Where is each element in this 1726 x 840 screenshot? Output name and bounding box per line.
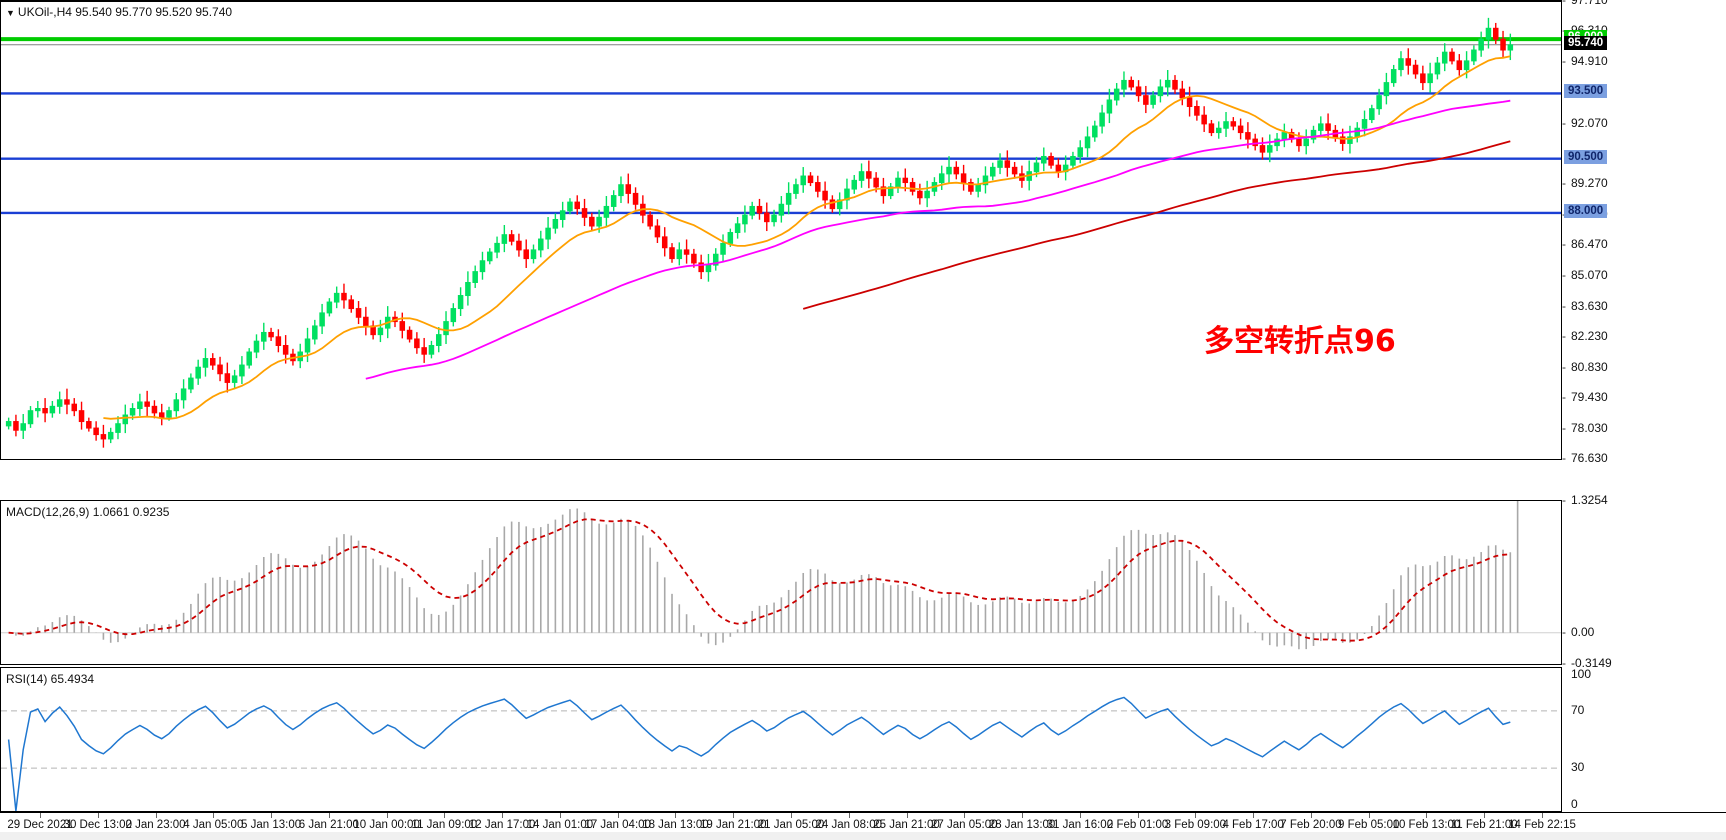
price-axis-tick: -97.710 xyxy=(1562,0,1608,7)
price-chart-panel[interactable]: ▼ UKOil-,H4 95.540 95.770 95.520 95.740 xyxy=(0,0,1562,460)
time-axis-tick-mark xyxy=(1484,813,1486,818)
time-axis-tick-mark xyxy=(964,813,966,818)
time-axis-tick-mark xyxy=(502,813,504,818)
time-axis-label: 31 Jan 16:00 xyxy=(1046,819,1114,831)
price-axis-tick: -85.070 xyxy=(1562,267,1608,282)
time-axis-tick-mark xyxy=(155,813,157,818)
price-axis-tick: -94.910 xyxy=(1562,53,1608,68)
time-axis-tick-mark xyxy=(1253,813,1255,818)
time-axis-label: 10 Jan 00:00 xyxy=(353,819,420,831)
price-axis-tick: -76.630 xyxy=(1562,451,1608,465)
time-axis-label: 29 Dec 2021 xyxy=(7,819,73,831)
macd-axis-tick: -1.3254 xyxy=(1562,493,1608,507)
price-axis-tick: -79.430 xyxy=(1562,390,1608,405)
time-axis-tick-mark xyxy=(1426,813,1428,818)
rsi-axis-tick: 100 xyxy=(1571,667,1592,681)
time-axis-tick-mark xyxy=(328,813,330,818)
rsi-axis: 100 70 30 0 xyxy=(1562,667,1726,812)
time-axis-label: 12 Jan 17:00 xyxy=(468,819,536,831)
window-bottom-strip xyxy=(0,832,1726,840)
time-axis-label: 30 Dec 13:00 xyxy=(63,819,132,831)
time-axis-tick-mark xyxy=(559,813,561,818)
collapse-triangle-icon[interactable]: ▼ xyxy=(6,7,15,18)
price-axis-tick: -83.630 xyxy=(1562,298,1608,313)
macd-axis-tick: - -0.3149 xyxy=(1562,656,1612,670)
price-axis: -97.710-96.310-94.910-92.070-89.270-87.8… xyxy=(1562,0,1726,464)
time-axis-label: 7 Feb 20:00 xyxy=(1280,819,1342,831)
rsi-series-svg xyxy=(1,696,1561,811)
price-axis-tick: -80.830 xyxy=(1562,359,1608,374)
price-level-tag[interactable]: 95.740 xyxy=(1564,35,1608,50)
time-axis-label: 24 Jan 08:00 xyxy=(815,819,883,831)
price-level-tag[interactable]: 93.500 xyxy=(1564,84,1608,99)
time-axis-label: 14 Jan 01:00 xyxy=(526,819,594,831)
price-level-tag[interactable]: 90.500 xyxy=(1564,149,1608,164)
time-axis-tick-mark xyxy=(213,813,215,818)
time-axis-tick-mark xyxy=(848,813,850,818)
time-axis-label: 3 Feb 09:00 xyxy=(1164,819,1227,831)
time-axis-label: 27 Jan 05:00 xyxy=(931,819,998,831)
time-axis-tick-mark xyxy=(97,813,99,818)
rsi-axis-tick: 70 xyxy=(1571,702,1585,717)
time-axis-label: 10 Feb 13:00 xyxy=(1392,819,1461,831)
price-axis-tick: -89.270 xyxy=(1562,176,1608,191)
time-axis-tick-mark xyxy=(906,813,908,818)
macd-series-svg xyxy=(1,501,1561,650)
time-axis-label: 17 Jan 04:00 xyxy=(584,819,651,831)
symbol-info-label: ▼ UKOil-,H4 95.540 95.770 95.520 95.740 xyxy=(6,5,232,19)
rsi-label: RSI(14) 65.4934 xyxy=(6,672,95,686)
time-axis-tick-mark xyxy=(791,813,792,818)
time-axis-label: 21 Jan 05:00 xyxy=(757,819,825,831)
macd-plot-area[interactable] xyxy=(1,501,1561,664)
time-axis-tick-mark xyxy=(1310,813,1312,818)
rsi-axis-tick: 30 xyxy=(1571,760,1585,775)
chart-annotation-text: 多空转折点96 xyxy=(1204,324,1396,359)
price-plot-area[interactable] xyxy=(1,2,1561,459)
price-level-tag[interactable]: 88.000 xyxy=(1564,203,1608,218)
time-axis-label: 5 Jan 13:00 xyxy=(241,819,302,831)
time-axis-label: 6 Jan 21:00 xyxy=(298,819,359,831)
macd-axis: -1.3254 -0.00 - -0.3149 xyxy=(1562,494,1726,669)
time-axis-label: 4 Feb 17:00 xyxy=(1222,819,1284,831)
time-axis-label: 11 Jan 09:00 xyxy=(411,819,478,831)
time-axis-tick-mark xyxy=(1137,813,1139,818)
price-series-svg xyxy=(1,17,1561,448)
price-axis-tick: -82.230 xyxy=(1562,329,1608,344)
time-axis-label: 2 Feb 01:00 xyxy=(1106,819,1169,831)
time-axis-tick-mark xyxy=(733,813,735,818)
rsi-plot-area[interactable] xyxy=(1,668,1561,811)
macd-axis-tick: -0.00 xyxy=(1562,624,1595,639)
price-axis-tick: -78.030 xyxy=(1562,420,1608,435)
rsi-panel[interactable]: RSI(14) 65.4934 xyxy=(0,667,1562,812)
time-axis-tick-mark xyxy=(1542,813,1543,818)
time-axis-tick-mark xyxy=(1022,813,1024,818)
time-axis-label: 2 Jan 23:00 xyxy=(125,819,186,831)
time-axis-tick-mark xyxy=(675,813,677,818)
macd-label: MACD(12,26,9) 1.0661 0.9235 xyxy=(6,505,170,519)
time-axis-tick-mark xyxy=(1195,813,1197,818)
time-axis-tick-mark xyxy=(40,813,41,818)
time-axis-label: 11 Feb 21:00 xyxy=(1450,819,1518,831)
time-axis-tick-mark xyxy=(271,813,273,818)
time-axis-tick-mark xyxy=(386,813,388,818)
time-axis-label: 4 Jan 05:00 xyxy=(183,819,244,831)
time-axis-label: 18 Jan 13:00 xyxy=(642,819,709,831)
time-axis-label: 14 Feb 22:15 xyxy=(1508,819,1576,831)
time-axis-label: 25 Jan 21:00 xyxy=(873,819,940,831)
price-axis-tick: -86.470 xyxy=(1562,237,1608,252)
time-axis-label: 9 Feb 05:00 xyxy=(1337,819,1400,831)
time-axis-label: 28 Jan 13:00 xyxy=(988,819,1056,831)
time-axis-tick-mark xyxy=(617,813,619,818)
macd-panel[interactable]: MACD(12,26,9) 1.0661 0.9235 xyxy=(0,500,1562,665)
time-axis-tick-mark xyxy=(444,813,446,818)
time-axis-tick-mark xyxy=(1368,813,1370,818)
price-axis-tick: -92.070 xyxy=(1562,115,1608,130)
rsi-axis-tick: 0 xyxy=(1571,797,1578,811)
symbol-ohlc-text: UKOil-,H4 95.540 95.770 95.520 95.740 xyxy=(17,5,233,19)
time-axis-tick-mark xyxy=(1079,813,1081,818)
time-axis-label: 19 Jan 21:00 xyxy=(699,819,767,831)
